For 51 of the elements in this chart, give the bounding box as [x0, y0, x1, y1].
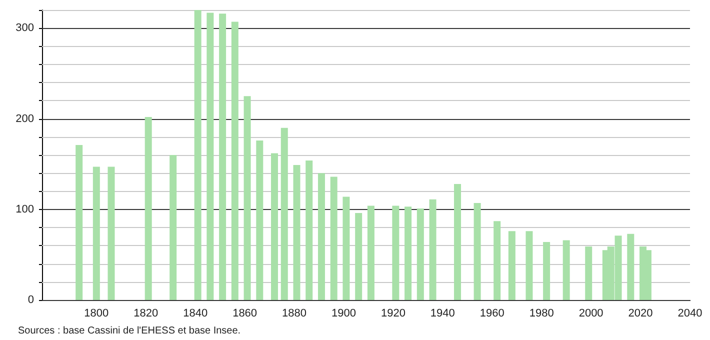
- bar: [330, 176, 338, 300]
- bar: [508, 231, 516, 300]
- bar: [454, 184, 462, 300]
- bar: [170, 155, 177, 300]
- bar: [367, 206, 374, 300]
- bar: [562, 240, 570, 300]
- y-tick-label: 200: [16, 112, 34, 125]
- bar: [429, 199, 436, 300]
- bar: [219, 14, 226, 300]
- x-tick-label: 1880: [282, 308, 307, 320]
- x-tick-label: 1840: [183, 308, 208, 320]
- bar: [144, 116, 152, 300]
- bar: [392, 206, 400, 300]
- bar: [270, 153, 278, 300]
- x-tick-label: 2000: [578, 308, 604, 320]
- bar: [231, 22, 238, 300]
- bar: [627, 234, 634, 300]
- bar: [256, 140, 264, 300]
- bar: [342, 196, 350, 300]
- bar: [355, 213, 362, 300]
- x-tick-label: 2020: [628, 308, 653, 320]
- bar: [280, 128, 288, 300]
- y-tick-label: 100: [16, 203, 34, 216]
- bar: [306, 160, 313, 300]
- x-tick-label: 1920: [380, 308, 406, 320]
- bar: [526, 231, 533, 300]
- bar: [206, 12, 214, 300]
- bar: [194, 10, 202, 300]
- bar: [416, 208, 424, 300]
- x-tick-label: 1800: [84, 308, 109, 320]
- bar: [293, 164, 300, 300]
- y-tick-label: 300: [16, 22, 34, 34]
- bar: [244, 96, 251, 300]
- bar: [474, 203, 481, 300]
- x-tick-label: 1860: [232, 308, 258, 320]
- x-tick-label: 2040: [678, 308, 702, 320]
- x-tick-label: 1900: [332, 308, 356, 320]
- x-tick-label: 1820: [134, 308, 158, 320]
- bar: [494, 221, 501, 300]
- bar: [585, 246, 592, 300]
- bar: [318, 173, 325, 300]
- bar: [404, 206, 412, 300]
- x-tick-label: 1960: [480, 308, 504, 320]
- source-note: Sources : base Cassini de l'EHESS et base Insee.: [18, 326, 241, 336]
- x-tick-label: 1980: [529, 308, 554, 320]
- bar: [108, 166, 115, 300]
- bar: [543, 242, 550, 300]
- x-tick-label: 1940: [430, 308, 455, 320]
- bar: [76, 145, 83, 300]
- y-tick-label: 0: [28, 294, 34, 306]
- bar: [92, 166, 100, 300]
